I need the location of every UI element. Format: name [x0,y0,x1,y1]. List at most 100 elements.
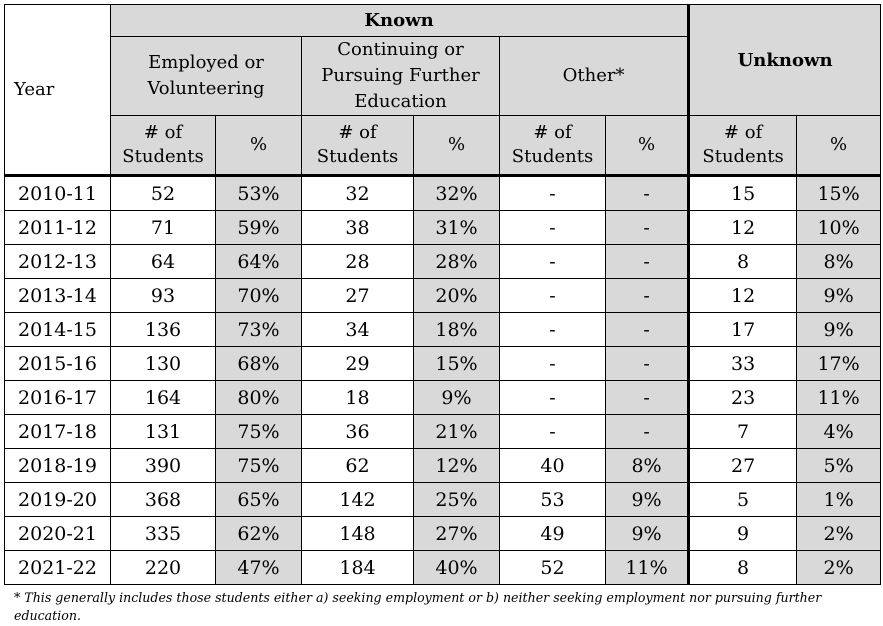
employed-count-cell: 130 [110,346,216,381]
other-percent-cell: - [604,210,690,245]
unknown-count-cell: 27 [687,448,798,483]
employed-count-cell: 71 [110,210,216,245]
year-cell: 2011-12 [4,210,111,245]
unknown-percent-cell: 11% [796,380,882,415]
continuing-percent-cell: 9% [413,380,500,415]
other-percent-cell: 8% [604,448,690,483]
employed-percent-cell: 62% [215,516,302,551]
year-cell: 2019-20 [4,482,111,517]
table-row: 2015-16 130 68% 29 15% - -33 17% [4,346,882,381]
footnote: * This generally includes those students… [14,590,822,623]
employed-percent-cell: 59% [215,210,302,245]
other-percent-header: % [604,115,690,177]
other-count-cell: 52 [499,550,606,585]
other-percent-cell: - [604,414,690,449]
table-row: 2011-12 71 59% 38 31% - -12 10% [4,210,882,245]
continuing-percent-cell: 15% [413,346,500,381]
continuing-percent-cell: 18% [413,312,500,347]
employed-percent-cell: 70% [215,278,302,313]
continuing-count-cell: 18 [301,380,414,415]
other-percent-cell: - [604,380,690,415]
continuing-count-cell: 34 [301,312,414,347]
table-row: 2018-19 390 75% 62 12% 40 8% 27 5% [4,448,882,483]
other-percent-cell: - [604,312,690,347]
unknown-count-cell: 33 [687,346,798,381]
table-row: 2013-14 93 70% 27 20% - -12 9% [4,278,882,313]
employed-count-cell: 93 [110,278,216,313]
continuing-percent-cell: 40% [413,550,500,585]
other-count-cell: 49 [499,516,606,551]
other-count-cell: - [499,312,606,347]
continuing-group-header: Continuing or Pursuing Further Education [301,36,500,116]
continuing-percent-header: % [413,115,500,177]
unknown-count-cell: 12 [687,210,798,245]
employed-count-cell: 220 [110,550,216,585]
unknown-count-cell: 8 [687,550,798,585]
table-row: 2019-20 368 65% 142 25% 53 9% 5 1% [4,482,882,517]
other-count-cell: - [499,380,606,415]
continuing-percent-cell: 32% [413,175,500,211]
unknown-percent-cell: 10% [796,210,882,245]
year-cell: 2015-16 [4,346,111,381]
continuing-percent-cell: 20% [413,278,500,313]
unknown-percent-cell: 2% [796,516,882,551]
other-count-cell: - [499,346,606,381]
continuing-count-cell: 184 [301,550,414,585]
other-percent-cell: 9% [604,482,690,517]
other-count-cell: 53 [499,482,606,517]
employed-count-cell: 131 [110,414,216,449]
unknown-percent-cell: 15% [796,175,882,211]
other-count-cell: - [499,175,606,211]
unknown-count-cell: 7 [687,414,798,449]
other-percent-cell: - [604,346,690,381]
unknown-percent-cell: 4% [796,414,882,449]
table-row: 2012-13 64 64% 28 28% - -8 8% [4,244,882,279]
unknown-count-cell: 12 [687,278,798,313]
unknown-percent-cell: 2% [796,550,882,585]
employed-percent-cell: 64% [215,244,302,279]
unknown-percent-cell: 9% [796,278,882,313]
continuing-count-cell: 38 [301,210,414,245]
table-row: 2020-21 335 62% 148 27% 49 9% 9 2% [4,516,882,551]
continuing-count-cell: 62 [301,448,414,483]
employed-percent-cell: 68% [215,346,302,381]
year-cell: 2017-18 [4,414,111,449]
table-row: 2014-15 136 73% 34 18% - -17 9% [4,312,882,347]
other-percent-cell: 11% [604,550,690,585]
student-outcomes-table: Year Known Unknown Employed or Volunteer… [4,4,882,585]
other-count-cell: - [499,414,606,449]
employed-count-cell: 52 [110,175,216,211]
table-row: 2016-17 164 80% 18 9% - -23 11% [4,380,882,415]
unknown-count-cell: 9 [687,516,798,551]
employed-percent-cell: 75% [215,448,302,483]
continuing-percent-cell: 28% [413,244,500,279]
employed-percent-cell: 80% [215,380,302,415]
employed-count-header: # of Students [110,115,216,177]
other-group-header: Other* [498,36,690,116]
continuing-count-cell: 142 [301,482,414,517]
employed-count-cell: 64 [110,244,216,279]
unknown-percent-header: % [796,115,882,177]
year-cell: 2018-19 [4,448,111,483]
unknown-percent-cell: 1% [796,482,882,517]
other-count-cell: - [499,210,606,245]
unknown-header: Unknown [687,4,882,116]
other-count-cell: 40 [499,448,606,483]
unknown-percent-cell: 9% [796,312,882,347]
employed-group-header: Employed or Volunteering [110,36,302,116]
year-cell: 2013-14 [4,278,111,313]
employed-percent-cell: 65% [215,482,302,517]
unknown-count-cell: 8 [687,244,798,279]
year-cell: 2014-15 [4,312,111,347]
continuing-count-cell: 32 [301,175,414,211]
continuing-count-header: # of Students [301,115,414,177]
unknown-count-cell: 23 [687,380,798,415]
continuing-count-cell: 36 [301,414,414,449]
continuing-percent-cell: 27% [413,516,500,551]
unknown-count-header: # of Students [687,115,798,177]
unknown-percent-cell: 8% [796,244,882,279]
employed-count-cell: 164 [110,380,216,415]
other-count-cell: - [499,244,606,279]
continuing-count-cell: 27 [301,278,414,313]
known-header: Known [109,4,690,37]
